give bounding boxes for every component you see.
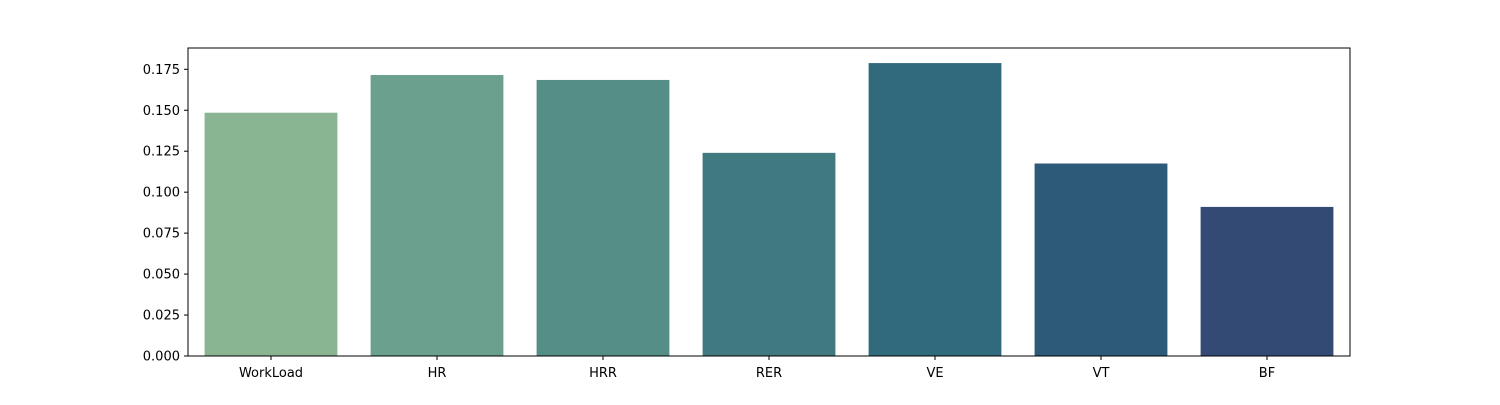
y-tick-label: 0.025: [143, 309, 180, 324]
y-tick-label: 0.050: [143, 268, 180, 283]
bar-rer: [702, 152, 836, 356]
y-tick-label: 0.075: [143, 227, 180, 242]
x-tick-label: BF: [1259, 366, 1275, 381]
bar-bf: [1200, 206, 1334, 356]
x-tick-label: VT: [1093, 366, 1110, 381]
x-tick-label: HR: [428, 366, 447, 381]
x-axis: WorkLoad HR HRR RER VE VT BF: [239, 356, 1275, 381]
bars-layer: [204, 63, 1334, 357]
bar-workload: [204, 112, 338, 357]
y-tick-label: 0.150: [143, 104, 180, 119]
plot-frame: [187, 47, 1351, 357]
x-tick-label: VE: [926, 366, 943, 381]
y-tick-label: 0.000: [143, 350, 180, 365]
y-axis: 0.000 0.025 0.050 0.075 0.100 0.125 0.150 0.175: [143, 63, 188, 365]
y-tick-label: 0.125: [143, 145, 180, 160]
x-tick-label: HRR: [589, 366, 617, 381]
x-tick-label: WorkLoad: [239, 366, 303, 381]
y-tick-label: 0.175: [143, 63, 180, 78]
bar-ve: [868, 63, 1002, 356]
bar-hrr: [536, 79, 670, 356]
y-tick-label: 0.100: [143, 186, 180, 201]
x-tick-label: RER: [756, 366, 782, 381]
bar-vt: [1034, 163, 1168, 356]
bar-hr: [370, 75, 504, 356]
